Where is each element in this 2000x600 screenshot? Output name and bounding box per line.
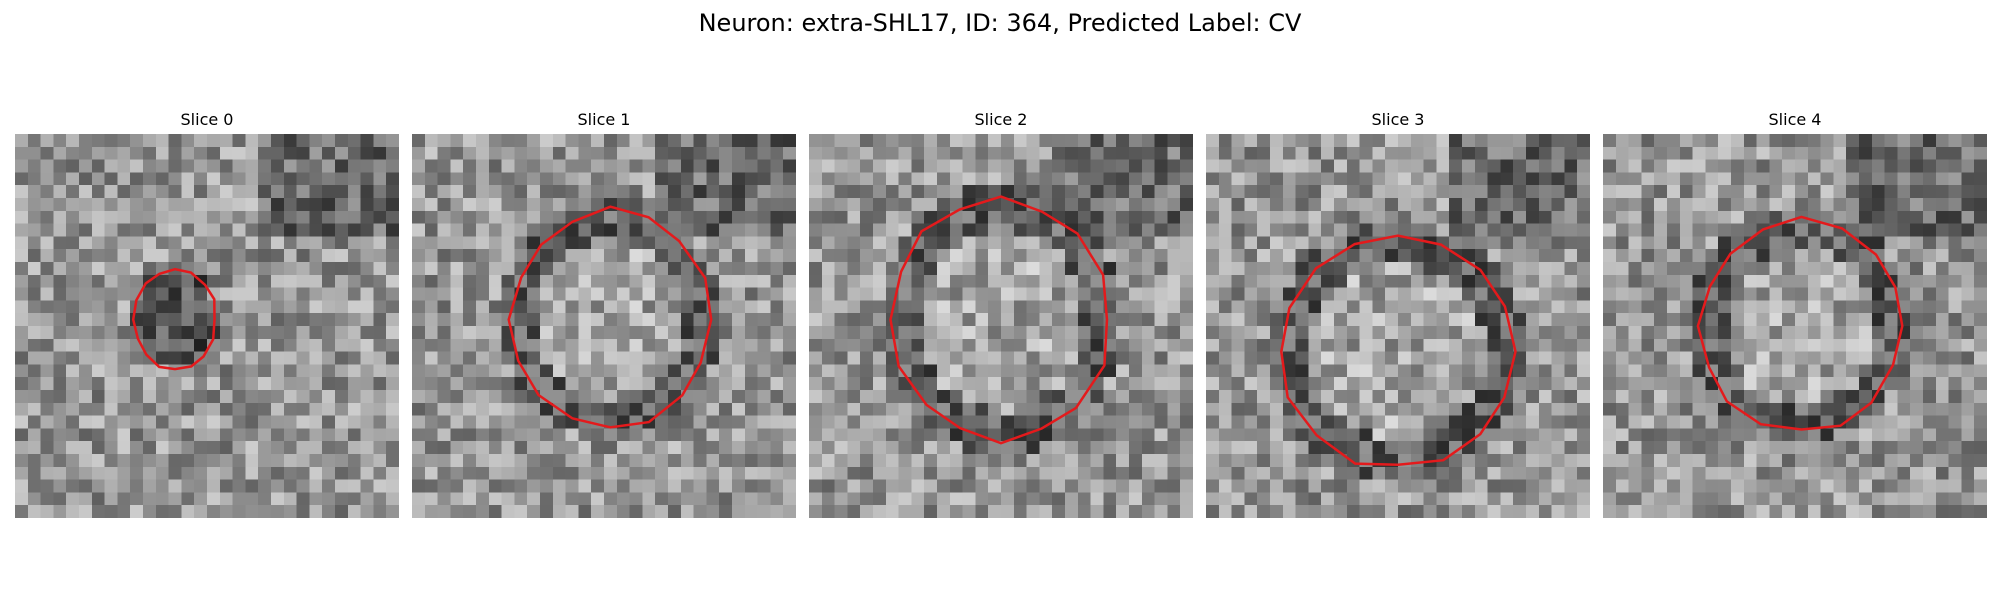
slice-panel-2: Slice 2 [809, 108, 1193, 518]
contour-outline [1280, 234, 1517, 467]
slice-panel-0: Slice 0 [15, 108, 399, 518]
slice-title: Slice 2 [974, 110, 1028, 129]
grayscale-patch [412, 134, 796, 518]
slice-title: Slice 3 [1371, 110, 1425, 129]
slice-image [15, 134, 399, 518]
slice-title: Slice 1 [577, 110, 631, 129]
segmentation-contour [1696, 215, 1904, 431]
slice-image [1206, 134, 1590, 518]
slice-title: Slice 0 [180, 110, 234, 129]
contour-outline [507, 205, 713, 429]
grayscale-patch [15, 134, 399, 518]
grayscale-patch [1603, 134, 1987, 518]
slice-image [809, 134, 1193, 518]
contour-outline [1696, 215, 1904, 431]
segmentation-contour [889, 195, 1109, 445]
grayscale-patch [1206, 134, 1590, 518]
contour-outline [131, 267, 216, 371]
slice-image [1603, 134, 1987, 518]
figure-title: Neuron: extra-SHL17, ID: 364, Predicted … [698, 9, 1302, 37]
slice-panel-4: Slice 4 [1603, 108, 1987, 518]
contour-outline [889, 195, 1109, 445]
slice-panel-1: Slice 1 [412, 108, 796, 518]
grayscale-patch [809, 134, 1193, 518]
segmentation-contour [507, 205, 713, 429]
slice-title: Slice 4 [1768, 110, 1822, 129]
slice-panel-3: Slice 3 [1206, 108, 1590, 518]
segmentation-contour [131, 267, 216, 371]
segmentation-contour [1280, 234, 1517, 467]
slice-image [412, 134, 796, 518]
